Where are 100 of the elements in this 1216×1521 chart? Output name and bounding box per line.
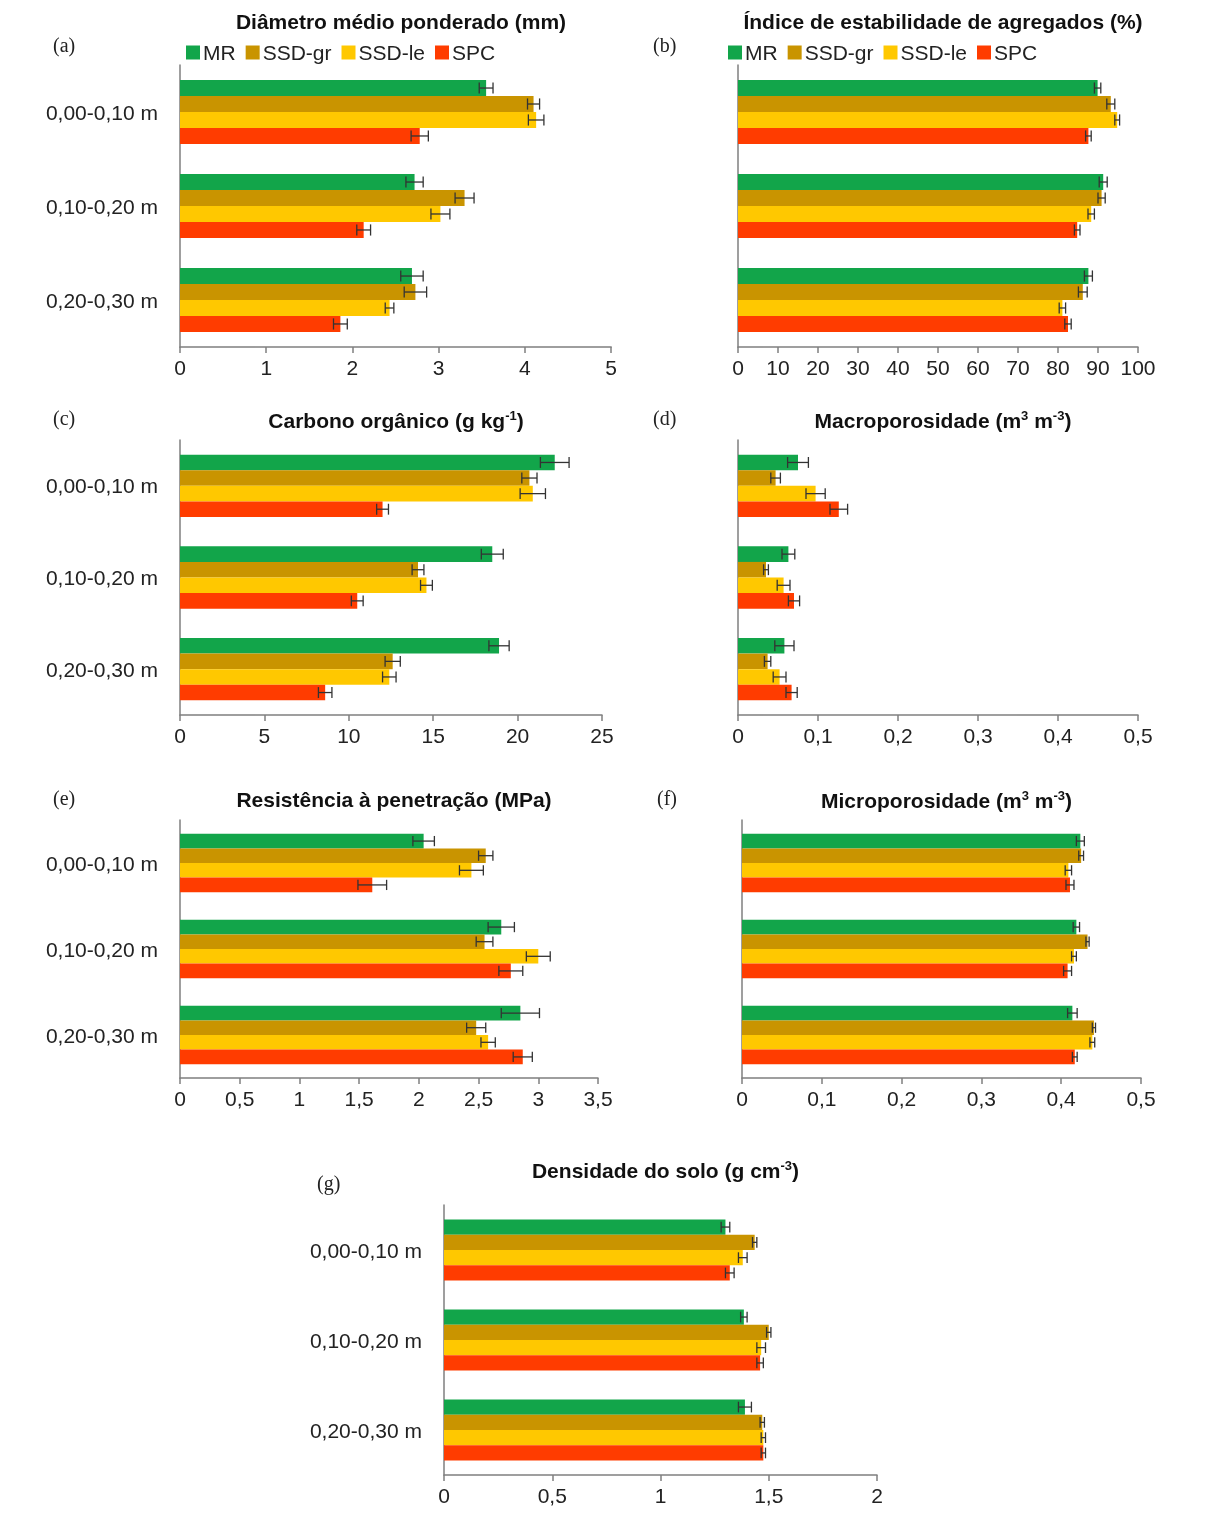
x-tick-label: 50 xyxy=(926,356,950,379)
bar xyxy=(738,284,1083,300)
x-tick-label: 70 xyxy=(1006,356,1030,379)
bar xyxy=(742,833,1081,849)
x-tick-label: 15 xyxy=(421,724,445,747)
x-tick-label: 10 xyxy=(766,356,790,379)
y-tick-label: 0,00-0,10 m xyxy=(45,474,158,498)
y-tick-label: 0,20-0,30 m xyxy=(45,657,158,681)
chart-title: Índice de estabilidade de agregados (%) xyxy=(743,10,1143,33)
y-tick-label: 0,10-0,20 m xyxy=(45,937,158,961)
x-tick-label: 30 xyxy=(846,356,870,379)
bar xyxy=(738,638,785,654)
x-tick-label: 1,5 xyxy=(754,1484,784,1507)
bar xyxy=(180,593,358,609)
x-tick-label: 80 xyxy=(1046,356,1070,379)
bar xyxy=(742,877,1070,893)
x-tick-label: 20 xyxy=(505,724,530,747)
bar xyxy=(180,284,416,300)
x-tick-label: 0,4 xyxy=(1046,1087,1077,1110)
legend-label: MR xyxy=(203,41,236,64)
x-tick-label: 0 xyxy=(174,356,186,379)
bar xyxy=(738,577,784,594)
bar xyxy=(738,206,1092,222)
bar xyxy=(180,934,485,949)
x-tick-label: 0 xyxy=(174,1087,186,1110)
bar xyxy=(180,1020,477,1035)
x-tick-label: 2 xyxy=(413,1087,425,1110)
x-tick-label: 0,2 xyxy=(887,1087,917,1110)
bar xyxy=(180,485,533,502)
bar xyxy=(180,684,326,701)
x-tick-label: 2,5 xyxy=(463,1087,494,1110)
bar xyxy=(738,80,1098,97)
bar xyxy=(180,669,390,685)
x-tick-label: 0 xyxy=(438,1484,450,1507)
bar xyxy=(742,934,1088,949)
y-tick-label: 0,20-0,30 m xyxy=(45,288,158,312)
x-tick-label: 25 xyxy=(590,724,614,747)
x-tick-label: 0,5 xyxy=(1126,1087,1156,1110)
x-tick-label: 1 xyxy=(654,1484,667,1507)
bar xyxy=(742,919,1077,935)
y-tick-label: 0,10-0,20 m xyxy=(45,194,158,218)
bar xyxy=(180,454,555,471)
bar xyxy=(738,174,1104,191)
chart-title: Resistência à penetração (MPa) xyxy=(236,788,552,811)
legend-label: SSD-gr xyxy=(262,41,332,64)
bar xyxy=(738,684,792,701)
x-tick-label: 3 xyxy=(532,1087,545,1110)
x-tick-label: 0 xyxy=(732,356,744,379)
text: (d) xyxy=(653,407,677,430)
x-tick-label: 0,3 xyxy=(966,1087,996,1110)
bar xyxy=(180,546,493,562)
x-tick-label: 1,5 xyxy=(344,1087,374,1110)
x-tick-label: 100 xyxy=(1120,356,1156,379)
x-tick-label: 2 xyxy=(346,356,359,379)
bar xyxy=(180,949,539,964)
bar xyxy=(180,963,511,979)
bar xyxy=(738,112,1118,128)
x-tick-label: 0 xyxy=(174,724,186,747)
bar xyxy=(738,300,1063,316)
text: (b) xyxy=(653,34,677,57)
bar xyxy=(180,848,486,863)
x-tick-label: 0,5 xyxy=(1123,724,1153,747)
x-tick-label: 0,4 xyxy=(1043,724,1073,747)
bar xyxy=(180,221,364,238)
x-tick-label: 20 xyxy=(806,356,830,379)
x-tick-label: 0,2 xyxy=(883,724,913,747)
x-tick-label: 0,3 xyxy=(963,724,993,747)
bar xyxy=(738,127,1089,144)
bar xyxy=(738,593,794,609)
text: (a) xyxy=(53,34,76,57)
bar xyxy=(180,919,502,935)
bar xyxy=(180,863,472,878)
x-tick-label: 60 xyxy=(966,356,990,379)
bar xyxy=(180,833,424,849)
bar xyxy=(742,863,1069,878)
bar xyxy=(180,96,534,112)
bar xyxy=(180,653,393,670)
bar xyxy=(180,206,441,222)
bar xyxy=(180,112,537,128)
bar xyxy=(738,669,780,685)
y-tick-label: 0,00-0,10 m xyxy=(45,100,158,124)
x-tick-label: 0 xyxy=(736,1087,748,1110)
bar xyxy=(180,315,341,332)
x-tick-label: 10 xyxy=(337,724,361,747)
x-tick-label: 2 xyxy=(871,1484,883,1507)
bar xyxy=(180,268,412,285)
x-tick-label: 0 xyxy=(732,724,744,747)
x-tick-label: 0,1 xyxy=(807,1087,837,1110)
x-tick-label: 5 xyxy=(605,356,617,379)
bar xyxy=(180,190,465,206)
bar xyxy=(742,1049,1075,1065)
bar xyxy=(180,127,420,144)
legend-label: SSD-le xyxy=(900,41,968,64)
bar xyxy=(180,1049,523,1065)
text: (e) xyxy=(53,787,76,810)
bar xyxy=(180,577,427,594)
y-tick-label: 0,20-0,30 m xyxy=(45,1023,158,1047)
bar xyxy=(738,485,816,502)
bar xyxy=(738,221,1078,238)
bar xyxy=(738,96,1111,112)
